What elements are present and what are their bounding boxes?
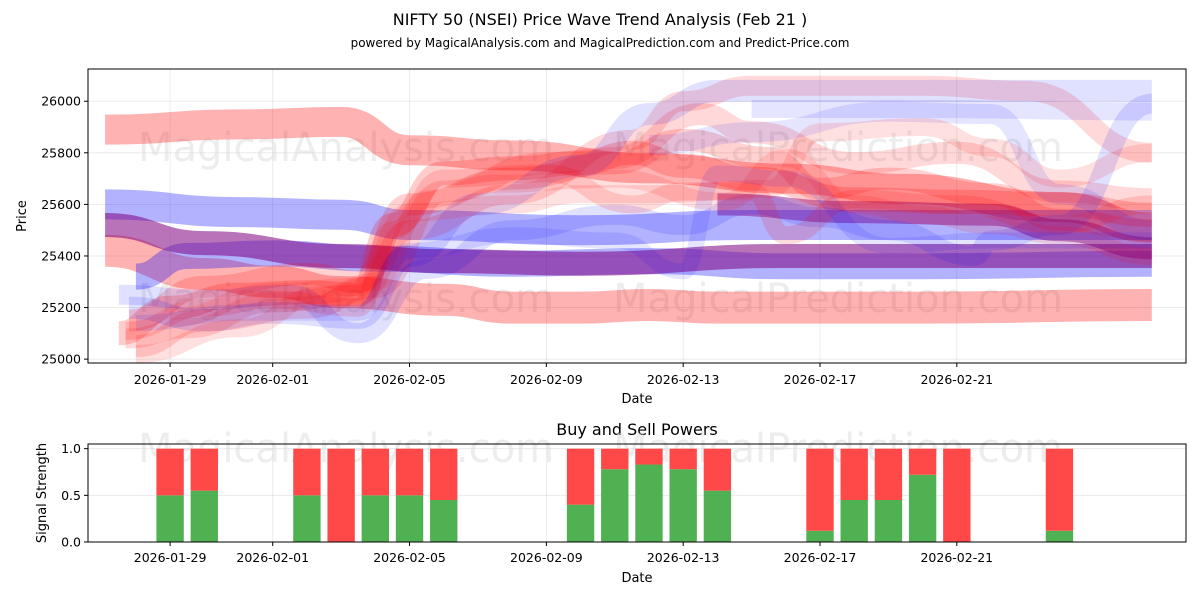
main-x-tick-label: 2026-02-13 [647,372,720,387]
buy-bar [806,530,834,542]
buy-bar [190,490,218,542]
main-y-tick-label: 25200 [41,300,81,315]
sell-bar [874,448,903,500]
wave-band [104,234,1152,324]
signal-y-tick-label: 1.0 [61,441,81,456]
main-y-axis-label: Price [15,200,30,232]
buy-bar [669,469,697,542]
main-chart-subtitle: powered by MagicalAnalysis.com and Magic… [351,36,850,50]
sell-bar [293,448,321,496]
wave-bands [104,75,1154,363]
main-x-tick-label: 2026-02-21 [920,372,993,387]
sell-bar [327,448,355,542]
sell-bar [395,448,424,496]
main-x-axis-label: Date [621,392,652,407]
signal-y-tick-label: 0.0 [61,535,81,550]
main-x-tick-label: 2026-02-01 [236,372,309,387]
wave-band [128,79,1152,332]
signal-x-tick-label: 2026-02-17 [784,550,857,565]
signal-x-axis-label: Date [621,571,652,586]
main-chart-title: NIFTY 50 (NSEI) Price Wave Trend Analysi… [393,10,808,29]
wave-band [717,193,1153,260]
main-x-tick-label: 2026-02-05 [373,372,446,387]
signal-x-tick-label: 2026-02-09 [510,550,583,565]
sell-bar [908,448,937,475]
wave-band [125,75,1153,349]
wave-band [105,189,1152,246]
sell-bar [943,448,971,542]
wave-band [105,106,1153,243]
main-y-tick-label: 25800 [41,145,81,160]
sell-bar [601,448,629,470]
watermark-text: MagicalPrediction.com [613,125,1063,171]
sell-bar [190,448,218,491]
wave-band [169,118,1153,327]
wave-band [135,103,1152,358]
main-x-tick-label: 2026-02-09 [510,372,583,387]
main-y-tick-label: 25000 [41,352,81,367]
sell-bar [840,448,868,500]
main-x-tick-label: 2026-02-17 [784,372,857,387]
buy-bar [430,500,458,542]
buy-bar [635,464,663,542]
wave-band [751,99,1152,121]
wave-band [117,140,1152,346]
wave-band [648,101,1153,241]
wave-band [125,164,1153,340]
buy-bar [601,469,629,542]
main-y-tick-label: 25400 [41,248,81,263]
main-plot-frame [87,68,1187,364]
price-wave-chart: MagicalAnalysis.com MagicalPrediction.com… [15,68,1187,407]
sell-bar [703,448,732,491]
signal-chart-title: Buy and Sell Powers [556,420,718,439]
sell-bar [566,448,595,505]
sell-bar [430,448,458,500]
buy-bar [566,504,595,542]
signal-x-tick-label: 2026-01-29 [134,550,207,565]
signal-y-axis-label: Signal Strength [35,443,50,543]
buy-bar [874,500,903,542]
signal-x-tick-label: 2026-02-01 [236,550,309,565]
buy-bar [908,474,937,542]
buy-bar [840,500,868,542]
buy-bar [293,495,321,542]
wave-band [118,93,1154,344]
wave-band [104,213,1152,276]
sell-bar [669,448,697,470]
wave-band [135,165,1152,331]
buy-sell-chart: MagicalAnalysis.comMagicalPrediction.com… [35,426,1187,586]
buy-bar [361,495,390,542]
watermark-text: MagicalAnalysis.com [138,276,554,322]
signal-y-tick-label: 0.5 [61,488,81,503]
signal-plot-frame [87,443,1187,543]
signal-x-tick-label: 2026-02-05 [373,550,446,565]
sell-bar [361,448,390,496]
watermark-text: MagicalAnalysis.com [138,125,554,171]
sell-bar [156,448,184,496]
buy-bar [395,495,424,542]
buy-bar [1045,530,1074,542]
main-y-tick-label: 26000 [41,94,81,109]
main-x-tick-label: 2026-01-29 [134,372,207,387]
wave-band [128,128,1152,332]
wave-band [135,149,1153,363]
signal-x-tick-label: 2026-02-13 [647,550,720,565]
watermark-text: MagicalPrediction.com [613,276,1063,322]
sell-bar [806,448,834,531]
buy-bar [703,490,732,542]
sell-bar [635,448,663,465]
main-y-tick-label: 25600 [41,197,81,212]
sell-bar [1045,448,1074,531]
buy-bar [156,495,184,542]
signal-x-tick-label: 2026-02-21 [920,550,993,565]
